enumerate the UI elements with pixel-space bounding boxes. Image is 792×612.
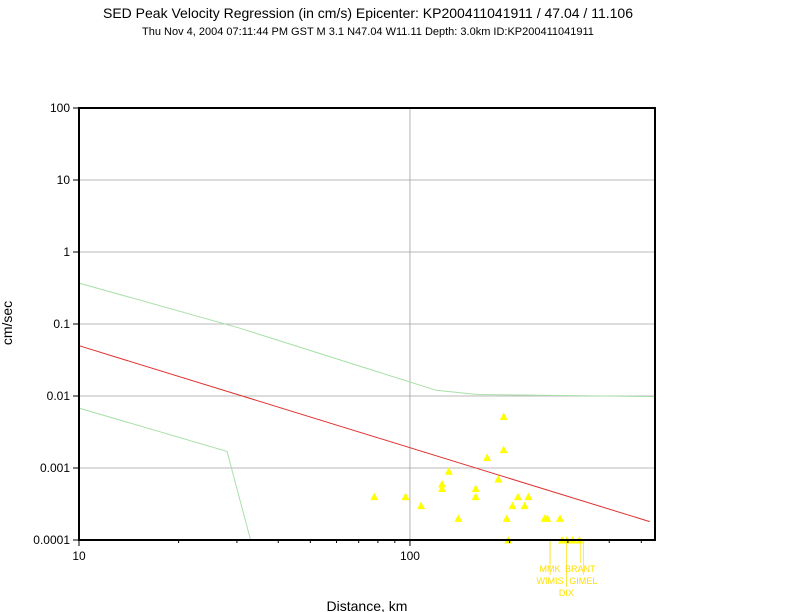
y-tick-label: 0.1 [53, 317, 70, 331]
station-marker [417, 501, 426, 510]
station-label: WIMIS [537, 576, 564, 586]
y-axis-label: cm/sec [0, 301, 15, 345]
plot-frame [78, 107, 656, 541]
station-marker [438, 479, 447, 488]
station-marker [499, 412, 508, 420]
station-label: GIMEL [569, 576, 597, 586]
station-marker [401, 492, 410, 501]
x-axis-label: Distance, km [327, 598, 408, 612]
y-tick-label: 10 [57, 173, 71, 187]
station-marker [499, 445, 508, 454]
grid-layer [78, 107, 655, 541]
station-marker [370, 492, 379, 501]
station-marker [471, 492, 480, 501]
station-marker [513, 492, 522, 501]
y-tick-label: 1 [63, 245, 70, 259]
x-tick-label: 100 [400, 549, 420, 563]
chart-title: SED Peak Velocity Regression (in cm/s) E… [103, 5, 633, 21]
station-marker [483, 453, 492, 461]
regression-line [78, 345, 650, 523]
y-tick-label: 0.0001 [33, 533, 70, 547]
y-tick-label: 0.01 [47, 389, 71, 403]
upper-bound-line [78, 282, 656, 398]
station-marker [454, 514, 463, 522]
station-marker [438, 484, 447, 492]
station-marker [502, 514, 511, 522]
station-marker [520, 501, 529, 510]
station-marker [555, 514, 564, 522]
bounds-layer [78, 282, 656, 541]
y-tick-label: 0.001 [40, 461, 70, 475]
station-marker [543, 514, 552, 522]
chart-subtitle: Thu Nov 4, 2004 07:11:44 PM GST M 3.1 N4… [142, 26, 594, 38]
station-marker [444, 467, 453, 475]
lower-bound-line [78, 407, 252, 541]
station-marker [471, 484, 480, 492]
station-label: DIX [559, 588, 574, 598]
station-label: BRANT [565, 564, 596, 574]
station-marker [524, 492, 533, 501]
x-tick-label: 10 [72, 549, 86, 563]
station-marker [508, 501, 517, 510]
station-marker [494, 475, 503, 483]
y-tick-label: 100 [50, 101, 70, 115]
